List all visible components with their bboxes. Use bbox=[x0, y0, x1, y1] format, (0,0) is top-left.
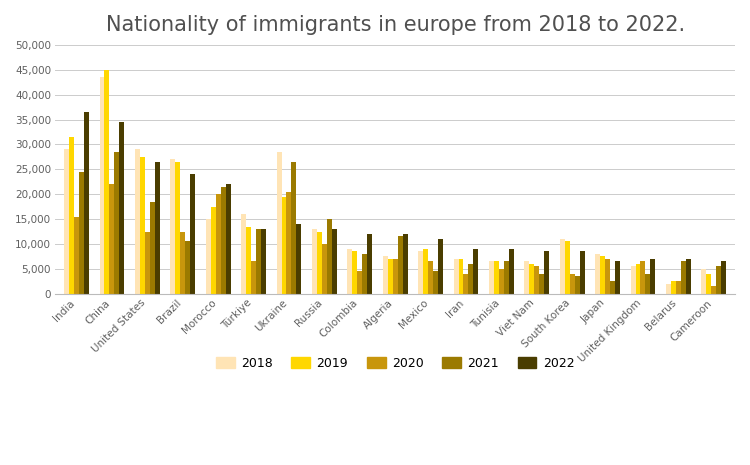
Bar bbox=[352, 252, 357, 294]
Bar bbox=[170, 159, 176, 294]
Bar bbox=[610, 281, 615, 294]
Bar bbox=[711, 286, 716, 294]
Bar bbox=[286, 192, 292, 294]
Bar bbox=[226, 184, 230, 294]
Bar bbox=[246, 226, 251, 294]
Bar bbox=[220, 187, 226, 294]
Bar bbox=[464, 274, 469, 294]
Bar bbox=[686, 259, 691, 294]
Bar bbox=[69, 137, 74, 294]
Bar bbox=[292, 162, 296, 294]
Bar bbox=[119, 122, 124, 294]
Bar bbox=[332, 229, 337, 294]
Bar bbox=[84, 112, 89, 294]
Bar bbox=[296, 224, 302, 294]
Bar bbox=[135, 149, 140, 294]
Bar bbox=[176, 162, 180, 294]
Bar bbox=[534, 266, 539, 294]
Bar bbox=[489, 261, 494, 294]
Bar bbox=[206, 219, 211, 294]
Bar bbox=[701, 269, 706, 294]
Bar bbox=[150, 202, 154, 294]
Bar bbox=[322, 244, 327, 294]
Bar bbox=[211, 206, 216, 294]
Bar bbox=[140, 157, 145, 294]
Bar bbox=[494, 261, 499, 294]
Bar bbox=[74, 217, 79, 294]
Bar bbox=[458, 259, 464, 294]
Bar bbox=[347, 249, 352, 294]
Bar bbox=[539, 274, 544, 294]
Bar bbox=[277, 152, 281, 294]
Bar bbox=[64, 149, 69, 294]
Bar bbox=[544, 252, 549, 294]
Bar bbox=[145, 232, 150, 294]
Bar bbox=[681, 261, 686, 294]
Bar bbox=[428, 261, 433, 294]
Bar bbox=[393, 259, 398, 294]
Bar bbox=[423, 249, 428, 294]
Bar bbox=[388, 259, 393, 294]
Bar bbox=[382, 256, 388, 294]
Bar bbox=[216, 194, 220, 294]
Bar bbox=[574, 276, 580, 294]
Bar bbox=[362, 254, 368, 294]
Bar bbox=[261, 229, 266, 294]
Bar bbox=[565, 241, 570, 294]
Bar bbox=[368, 234, 372, 294]
Bar bbox=[317, 232, 322, 294]
Bar bbox=[251, 261, 256, 294]
Bar bbox=[100, 77, 104, 294]
Bar bbox=[115, 152, 119, 294]
Bar bbox=[635, 264, 640, 294]
Bar bbox=[312, 229, 317, 294]
Bar bbox=[154, 162, 160, 294]
Bar bbox=[650, 259, 656, 294]
Bar bbox=[473, 249, 478, 294]
Bar bbox=[676, 281, 681, 294]
Title: Nationality of immigrants in europe from 2018 to 2022.: Nationality of immigrants in europe from… bbox=[106, 15, 685, 35]
Bar bbox=[580, 252, 584, 294]
Bar bbox=[281, 197, 286, 294]
Bar bbox=[256, 229, 261, 294]
Bar bbox=[716, 266, 722, 294]
Bar bbox=[469, 264, 473, 294]
Bar bbox=[509, 249, 514, 294]
Bar bbox=[499, 269, 504, 294]
Bar bbox=[110, 184, 115, 294]
Bar bbox=[438, 239, 443, 294]
Bar bbox=[671, 281, 676, 294]
Bar bbox=[190, 174, 195, 294]
Bar bbox=[722, 261, 726, 294]
Bar bbox=[504, 261, 509, 294]
Legend: 2018, 2019, 2020, 2021, 2022: 2018, 2019, 2020, 2021, 2022 bbox=[211, 352, 579, 375]
Bar bbox=[605, 259, 610, 294]
Bar bbox=[242, 214, 246, 294]
Bar bbox=[403, 234, 407, 294]
Bar bbox=[327, 219, 332, 294]
Bar bbox=[180, 232, 185, 294]
Bar bbox=[419, 252, 423, 294]
Bar bbox=[357, 272, 362, 294]
Bar bbox=[570, 274, 574, 294]
Bar bbox=[631, 266, 635, 294]
Bar bbox=[596, 254, 600, 294]
Bar bbox=[666, 284, 671, 294]
Bar bbox=[454, 259, 458, 294]
Bar bbox=[615, 261, 620, 294]
Bar bbox=[433, 272, 438, 294]
Bar bbox=[104, 70, 110, 294]
Bar bbox=[530, 264, 534, 294]
Bar bbox=[524, 261, 530, 294]
Bar bbox=[646, 274, 650, 294]
Bar bbox=[640, 261, 646, 294]
Bar bbox=[600, 256, 605, 294]
Bar bbox=[398, 237, 403, 294]
Bar bbox=[706, 274, 711, 294]
Bar bbox=[185, 241, 190, 294]
Bar bbox=[560, 239, 565, 294]
Bar bbox=[79, 172, 84, 294]
